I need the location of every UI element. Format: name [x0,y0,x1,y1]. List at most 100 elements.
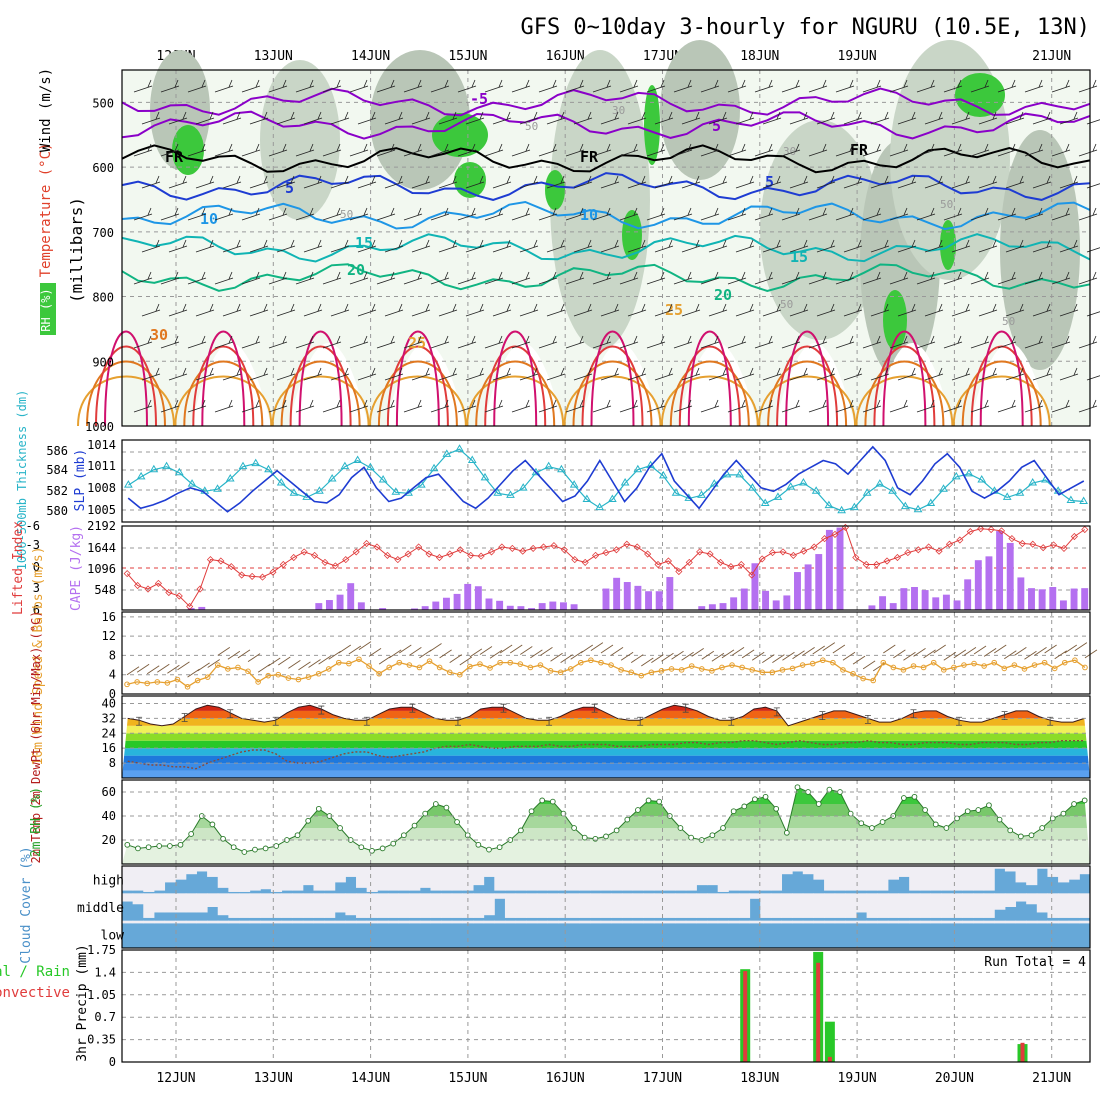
temp-minmax-bar [591,703,598,713]
cape-bar [740,588,748,610]
cloud-cover-cell-low [377,920,389,924]
wind-barb [249,111,269,125]
wind-speed-point [325,666,332,672]
cloud-cover-cell-low [930,920,942,924]
wind-speed-point [618,667,624,673]
wind-barb [1032,367,1052,381]
wind-barb [573,303,593,317]
temp-minmax-bar [363,716,370,726]
wind-barb [249,239,269,253]
wind-barb [913,648,926,657]
rh-point [241,849,248,855]
date-label-bottom: 12JUN [156,1071,195,1086]
wind-barb [1005,367,1025,381]
cloud-cover-cell-middle [175,893,187,913]
li-point [706,550,714,558]
wind-speed-point [305,674,312,680]
wind-speed-point [940,667,947,673]
wind-tick: 0 [109,687,116,701]
wind-barb [862,79,882,93]
cloud-cover-cell-middle [972,893,985,918]
li-point [363,539,371,548]
cape-bar [783,595,791,610]
cloud-cover-cell-low [153,920,166,924]
wind-barb [338,644,352,654]
li-point [602,549,610,557]
cloud-cover-cell-middle [345,893,357,916]
li-point [644,550,652,558]
slp-axis-label: SLP (mb) [73,449,88,512]
wind-speed-point [628,669,635,676]
wind-barb [735,367,755,381]
cloud-cover-cell-high [813,866,825,880]
li-point [945,540,954,548]
boundary-layer-isotherm [368,375,467,427]
rh-point [975,807,982,813]
wind-barb [741,649,755,659]
cloud-cover-cell-middle [792,893,804,918]
wind-speed-point [164,680,171,686]
wind-barb [862,207,882,221]
wind-barb [492,239,512,253]
cloud-cover-cell-high [590,866,602,891]
wind-barb [943,335,963,349]
wind-barb [916,335,936,349]
wind-speed-point [709,668,715,674]
cloud-cover-cell-low [579,920,591,924]
thickness-point [582,494,592,502]
wind-speed-point [386,664,393,671]
wind-barb [671,650,684,660]
rh-point [1060,810,1067,817]
cloud-cover-cell-high [547,866,559,891]
cloud-cover-cell-low [196,920,208,924]
cloud-cover-cell-middle [122,893,134,902]
cloud-cover-cell-high [1058,866,1070,883]
rh-point [1028,832,1035,839]
wind-barb [560,654,573,664]
thickness-point [595,502,605,511]
thickness-point [926,498,936,507]
wind-speed-point [961,662,967,668]
thickness-point [658,470,668,479]
rh-point [911,793,918,800]
cape-bar [379,608,387,610]
cloud-cover-cell-low [738,920,751,924]
li-point [425,550,433,558]
wind-barb [970,271,990,285]
wind-barb [889,207,909,221]
rh-point [188,831,194,837]
wind-barb [438,303,458,317]
cloud-cover-cell-low [175,920,187,924]
wind-speed-point [991,659,998,666]
wind-barb [368,648,382,657]
wind-barb [538,143,558,157]
wind-barb [654,111,674,125]
wind-barb [303,175,323,189]
cloud-cover-cell-middle [813,893,825,918]
li-point [623,540,631,548]
wind-barb [646,143,666,157]
wind-barb [403,399,423,413]
li-point [477,552,485,560]
wind-barb [411,111,431,125]
cloud-cover-cell-middle [270,893,283,918]
rh-point [518,827,524,834]
wind-barb [303,367,323,381]
cloud-cover-cell-middle [621,893,634,918]
wind-barb [832,644,846,654]
rh-tick: 40 [102,809,116,823]
wind-barb [195,367,215,381]
cloud-cover-cell-high [717,866,729,892]
rh-area [122,787,1090,864]
cloud-cover-cell-low [132,920,144,924]
thickness-series-line [128,448,1084,512]
rh-point [900,795,907,801]
wind-barb [388,649,402,659]
cloud-cover-cell-middle [526,893,538,918]
cloud-cover-cell-high [1036,866,1048,869]
boundary-layer-isotherm [377,360,458,427]
wind-barb [133,399,153,413]
thickness-point [353,455,363,463]
wind-barb [241,79,261,93]
wind-barb [600,111,620,125]
